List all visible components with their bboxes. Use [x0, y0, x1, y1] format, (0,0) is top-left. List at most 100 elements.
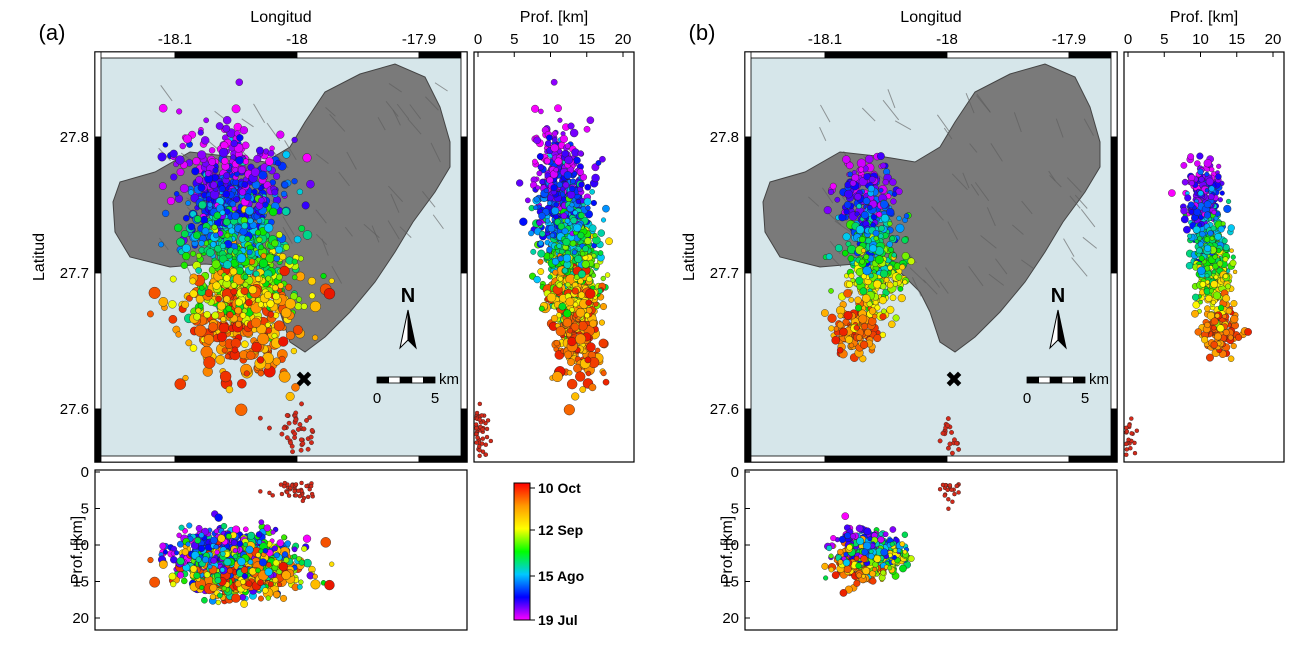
event-point — [198, 240, 205, 247]
event-point — [280, 307, 292, 318]
event-point — [262, 201, 269, 208]
event-point-depth — [530, 248, 537, 255]
event-point-section — [240, 600, 248, 608]
event-point — [291, 136, 298, 143]
event-point-section — [823, 575, 829, 581]
event-point-section — [248, 567, 257, 576]
event-point-depth — [577, 270, 586, 279]
event-point-section — [272, 559, 280, 567]
scale-tick-label: 5 — [1081, 390, 1089, 407]
event-point — [265, 157, 274, 166]
event-point — [218, 185, 226, 193]
event-point — [218, 147, 229, 158]
event-point-depth — [1217, 197, 1223, 203]
event-point-depth — [589, 189, 595, 195]
event-point-depth — [585, 299, 593, 306]
event-point-section — [201, 596, 208, 604]
event-point — [275, 231, 283, 239]
depth-tick-label-side: 10 — [722, 537, 739, 554]
event-point-depth — [550, 143, 559, 153]
event-point-depth — [553, 167, 559, 173]
event-point — [248, 258, 256, 265]
depth-tick-label-top: 15 — [1228, 31, 1245, 48]
event-point — [169, 275, 177, 283]
event-point — [231, 104, 241, 114]
event-point — [239, 126, 248, 135]
latitude-tick-label: 27.8 — [710, 129, 739, 146]
event-point — [273, 320, 285, 332]
event-point-depth — [588, 383, 597, 392]
scale-unit-label: km — [1089, 371, 1109, 388]
event-point — [257, 369, 265, 377]
event-point — [230, 139, 238, 148]
event-point — [272, 284, 279, 292]
event-point-depth — [562, 238, 571, 246]
event-point — [881, 308, 887, 315]
event-point-section — [257, 595, 264, 602]
depth-tick-label-top: 5 — [1160, 31, 1168, 48]
scale-tick-label: 5 — [431, 390, 439, 407]
event-point-section — [247, 531, 256, 540]
event-point-depth — [1216, 163, 1222, 169]
event-point-depth — [549, 253, 554, 259]
event-point-depth — [578, 291, 586, 299]
event-point — [230, 338, 242, 349]
event-point-depth — [552, 371, 563, 383]
event-point — [282, 150, 291, 159]
event-point — [225, 305, 233, 312]
event-point — [264, 223, 274, 233]
event-point — [185, 200, 191, 206]
event-point — [272, 292, 280, 301]
event-point — [191, 167, 200, 176]
event-point-depth — [585, 288, 596, 299]
depth-tick-label-top: 15 — [578, 31, 595, 48]
event-point-section — [280, 594, 288, 602]
event-point — [263, 291, 272, 300]
event-point-section — [193, 572, 201, 580]
event-point — [265, 327, 272, 334]
event-point — [168, 300, 177, 309]
event-point — [208, 322, 218, 332]
event-point — [257, 301, 264, 308]
event-point-section — [242, 542, 249, 548]
event-point — [242, 158, 249, 165]
event-point — [230, 288, 238, 296]
event-point-depth — [577, 320, 588, 331]
event-point — [244, 235, 251, 242]
event-point — [258, 170, 268, 180]
longitude-axis-title: Longitud — [900, 9, 961, 26]
event-point — [275, 245, 283, 254]
event-point-depth — [557, 255, 564, 262]
event-point — [294, 302, 303, 311]
event-point-section — [198, 532, 205, 539]
event-point-depth — [584, 183, 592, 191]
event-point-section — [273, 552, 280, 559]
event-point-section — [245, 545, 254, 554]
event-point-depth — [591, 173, 600, 183]
event-point-depth — [575, 371, 586, 382]
event-point-depth — [559, 248, 565, 255]
event-point — [281, 207, 290, 216]
event-point — [231, 211, 240, 220]
event-point-section — [174, 550, 180, 556]
event-point — [258, 197, 265, 204]
event-point — [237, 379, 247, 389]
event-point-section — [263, 524, 271, 532]
event-point — [148, 286, 161, 299]
depth-tick-label-side: 10 — [72, 537, 89, 554]
event-point-section — [262, 587, 269, 594]
event-point-depth — [571, 249, 578, 255]
depth-tick-label-top: 10 — [1192, 31, 1209, 48]
event-point-depth — [1197, 168, 1204, 175]
event-point — [208, 147, 216, 154]
event-point — [254, 229, 261, 236]
event-point-depth — [546, 134, 553, 141]
event-point-section — [181, 548, 189, 556]
event-point — [278, 370, 291, 383]
event-point-section — [239, 594, 246, 601]
event-point-section — [223, 558, 232, 566]
event-point-section — [240, 566, 249, 574]
reference-cross-icon: ✖ — [295, 367, 313, 392]
event-point — [246, 350, 256, 360]
event-point-depth — [577, 212, 585, 219]
